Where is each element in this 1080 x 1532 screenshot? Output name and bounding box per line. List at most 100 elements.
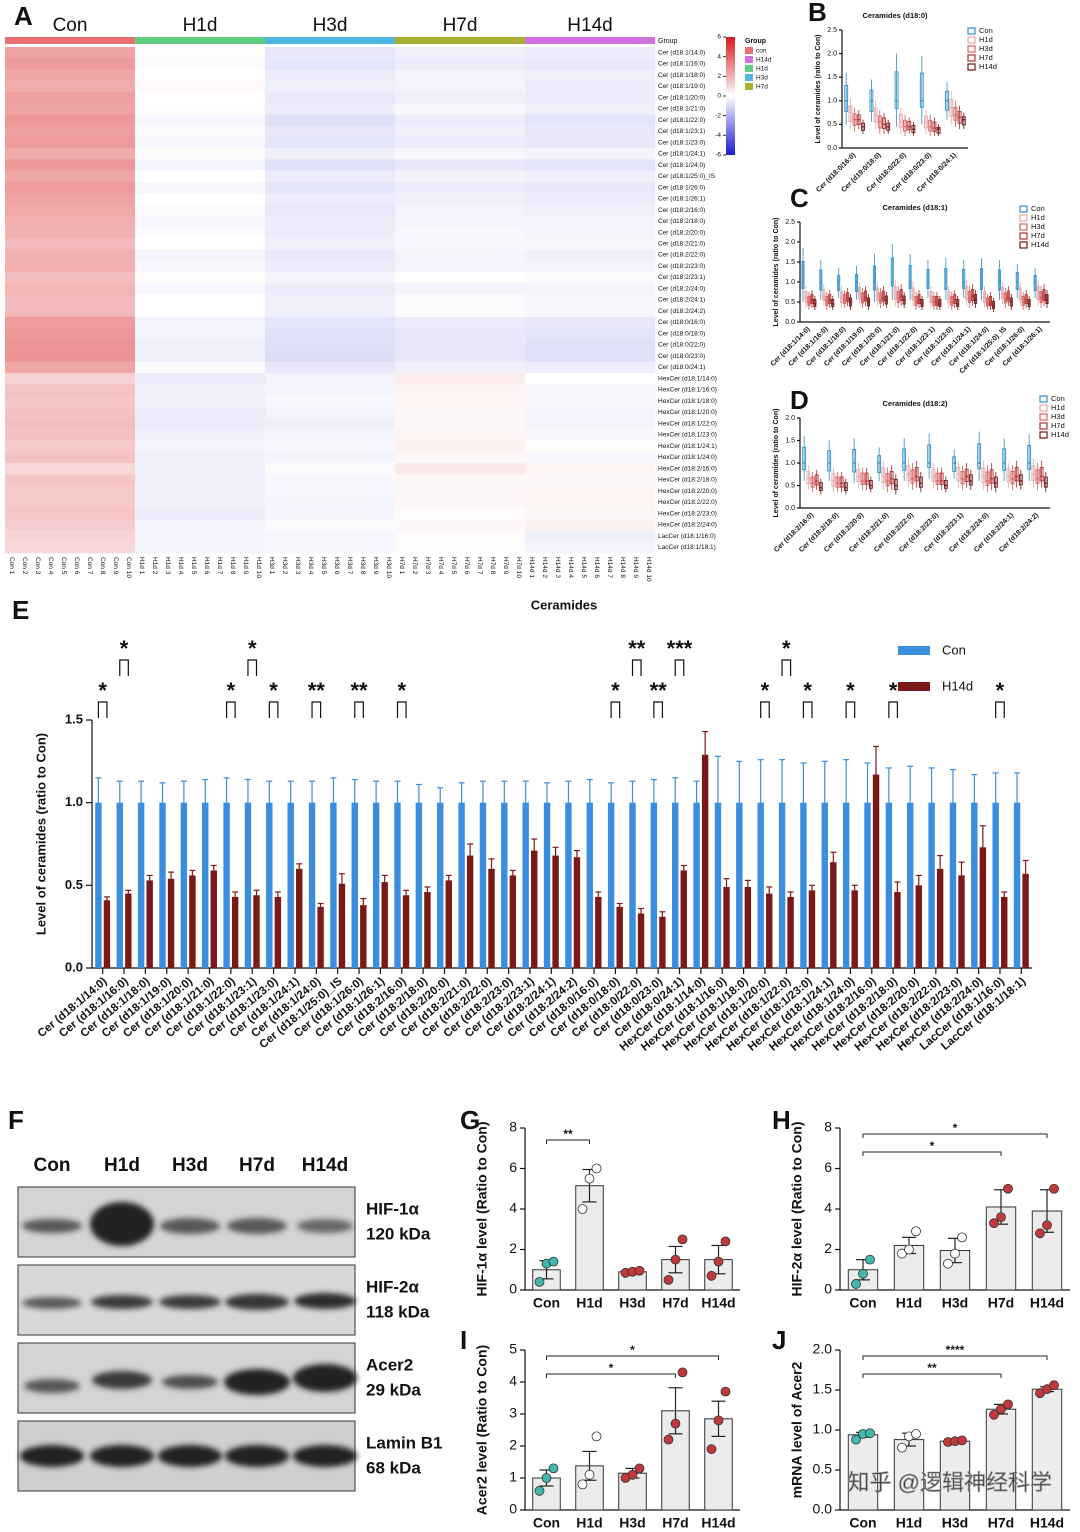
bar — [189, 875, 196, 968]
heat-cell — [395, 395, 526, 408]
bar — [851, 890, 858, 968]
box — [864, 472, 869, 485]
bar — [116, 802, 123, 968]
y-tick-label: 1.5 — [785, 437, 795, 444]
heat-cell — [5, 485, 136, 498]
data-point — [851, 1434, 861, 1445]
significance-label: ** — [927, 1361, 937, 1375]
panel-label: G — [460, 1105, 480, 1135]
heat-cell — [5, 541, 136, 554]
heat-cell — [395, 204, 526, 216]
bar — [296, 868, 303, 968]
protein-name: Acer2 — [366, 1355, 413, 1374]
significance-bracket — [546, 1373, 676, 1378]
legend-swatch — [1039, 404, 1048, 412]
column-label: H1d 1 — [138, 557, 145, 575]
heat-cell — [5, 204, 136, 216]
box — [918, 476, 923, 488]
band — [159, 1295, 221, 1309]
x-tick-label: H14d — [701, 1515, 735, 1531]
legend-label: H7d — [979, 53, 993, 62]
box — [807, 296, 811, 306]
heat-cell — [265, 294, 396, 306]
box — [1043, 476, 1048, 488]
data-point — [1049, 1183, 1059, 1194]
bar — [317, 906, 324, 968]
legend-label: Con — [979, 26, 993, 35]
bar — [223, 802, 230, 968]
heat-cell — [5, 451, 136, 464]
row-label: HexCer (d18:1/18:0) — [658, 398, 717, 405]
row-label: Cer (d18:2/22:0) — [658, 252, 705, 259]
box — [968, 291, 972, 303]
bar — [714, 802, 722, 968]
data-point — [548, 1256, 559, 1267]
heat-cell — [395, 170, 526, 183]
y-tick-label: 0.0 — [827, 145, 837, 152]
chart-title: Ceramides — [531, 597, 597, 612]
significance-label: * — [782, 636, 791, 661]
x-tick-label: H7d — [988, 1515, 1014, 1531]
box — [932, 296, 936, 306]
heat-cell — [135, 260, 266, 273]
column-label: H3d 10 — [385, 557, 392, 578]
bar — [1013, 802, 1021, 968]
row-label: HexCer (d18:2/16:0) — [658, 465, 717, 472]
protein-size: 120 kDa — [366, 1224, 431, 1243]
bar — [607, 802, 615, 968]
y-tick-label: 1.0 — [65, 794, 83, 809]
heat-cell — [135, 339, 266, 351]
column-label: H7d 6 — [463, 557, 470, 575]
box — [1045, 294, 1049, 304]
heat-cell — [525, 238, 656, 250]
heat-cell — [525, 91, 656, 104]
y-tick-label: 6 — [509, 1159, 517, 1175]
y-tick-label: 2 — [824, 1240, 832, 1256]
box — [968, 474, 973, 486]
heat-cell — [135, 406, 266, 419]
significance-label: * — [996, 678, 1005, 703]
bar — [821, 802, 828, 968]
row-label: HexCer (d18:2/20:0) — [658, 488, 717, 495]
data-point — [713, 1415, 724, 1426]
heat-cell — [265, 103, 396, 115]
row-label: Cer (d18:2/23:0) — [658, 263, 705, 270]
heat-cell — [265, 530, 396, 543]
box — [831, 473, 836, 487]
box — [827, 450, 832, 472]
y-axis-label: Level of ceramides (ratio to Con) — [773, 218, 780, 327]
heat-cell — [135, 429, 266, 441]
data-point — [897, 1442, 907, 1453]
heat-cell — [395, 305, 526, 318]
bar — [458, 802, 465, 968]
heat-cell — [135, 361, 266, 374]
box — [1000, 287, 1004, 299]
bar — [928, 802, 935, 968]
box — [1031, 465, 1036, 481]
heat-cell — [395, 215, 526, 228]
heat-cell — [525, 406, 656, 419]
box — [1010, 470, 1015, 485]
heat-cell — [395, 373, 526, 385]
bar — [894, 891, 901, 968]
row-label: Cer (d18:1/20:0) — [658, 94, 705, 101]
heat-cell — [525, 418, 656, 430]
y-axis-label: HIF-2α level (Ratio to Con) — [789, 1121, 805, 1296]
data-point — [670, 1418, 681, 1429]
box — [985, 471, 990, 486]
column-label: Con 9 — [112, 557, 119, 575]
bar — [744, 886, 752, 968]
box — [971, 289, 975, 301]
row-label: Cer (d18:2/16:0) — [658, 207, 705, 214]
box — [852, 449, 857, 473]
heat-cell — [5, 384, 136, 396]
legend-label: H3d — [1031, 222, 1045, 231]
panel-label: F — [8, 1105, 24, 1135]
significance-bracket — [845, 701, 856, 718]
heat-cell — [135, 204, 266, 216]
box — [868, 479, 873, 489]
legend-swatch — [898, 646, 930, 655]
heat-cell — [265, 271, 396, 284]
y-tick-label: 2.5 — [827, 27, 837, 34]
significance-label: * — [846, 678, 855, 703]
